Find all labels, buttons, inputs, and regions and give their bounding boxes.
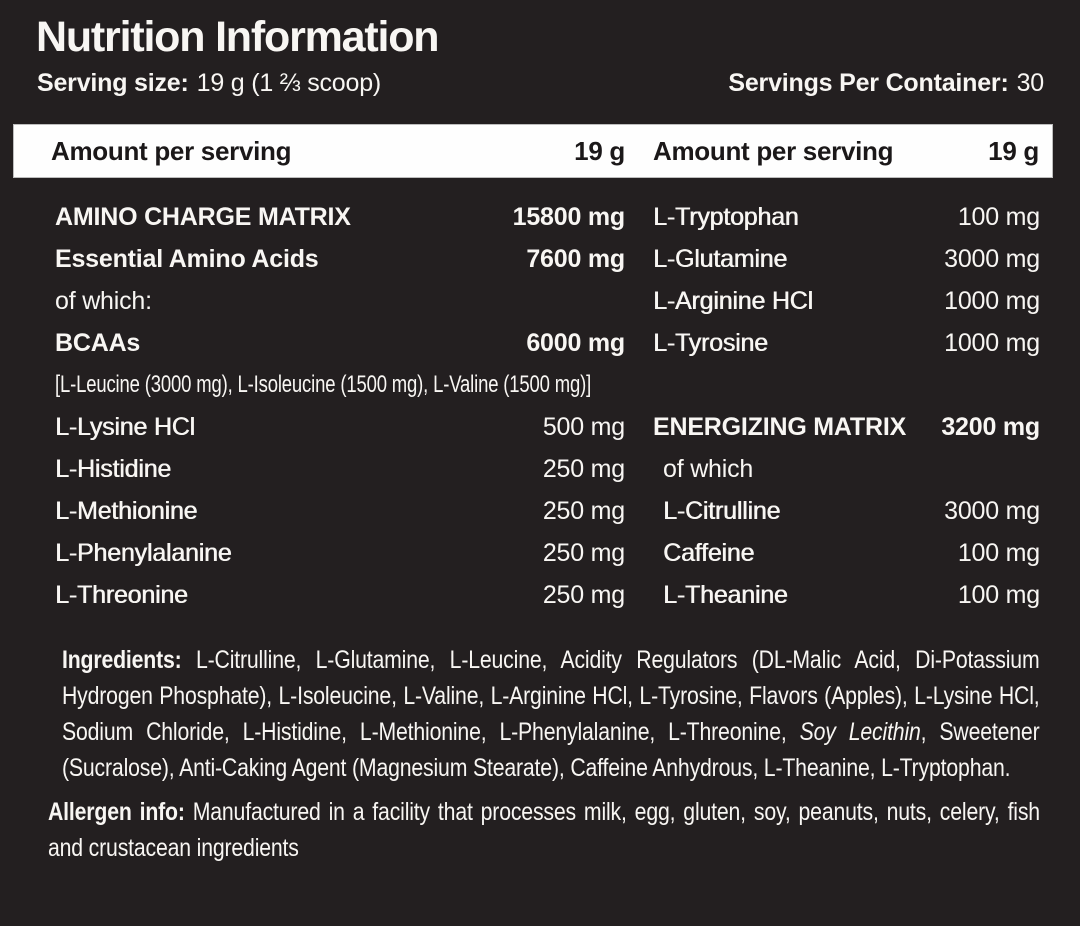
- table-row: BCAAs 6000 mg: [55, 322, 637, 364]
- nutrient-name: L-Citrulline: [663, 496, 781, 525]
- ingredients-section: Ingredients: L-Citrulline, L-Glutamine, …: [62, 642, 1040, 786]
- nutrient-column-left: AMINO CHARGE MATRIX 15800 mg Essential Ami…: [55, 196, 637, 616]
- nutrient-name: Essential Amino Acids: [55, 244, 319, 273]
- servings-per-container-label: Servings Per Container:: [728, 69, 1009, 98]
- nutrient-name: [L-Leucine (3000 mg), L-Isoleucine (1500…: [55, 371, 592, 399]
- nutrient-value: 250 mg: [542, 496, 625, 525]
- table-row: L-Threonine 250 mg: [55, 574, 637, 616]
- nutrient-value: 100 mg: [957, 538, 1040, 567]
- nutrient-value: 15800 mg: [512, 202, 626, 231]
- page-title: Nutrition Information: [36, 13, 440, 61]
- table-row: ENERGIZING MATRIX 3200 mg: [653, 406, 1040, 448]
- ingredients-body-end: , Sweetener (Sucralose), Anti-Caking Age…: [62, 718, 1040, 783]
- allergen-label: Allergen info:: [48, 798, 185, 827]
- nutrient-value: 3000 mg: [944, 496, 1040, 525]
- table-row: [L-Leucine (3000 mg), L-Isoleucine (1500…: [55, 364, 637, 406]
- nutrient-value: 250 mg: [542, 454, 625, 483]
- nutrient-name: L-Tryptophan: [653, 202, 799, 231]
- nutrient-name: L-Glutamine: [653, 244, 787, 273]
- servings-per-container: Servings Per Container: 30: [728, 69, 1044, 98]
- allergen-body: Manufactured in a facility that processe…: [48, 798, 1040, 863]
- table-row: L-Tryptophan 100 mg: [653, 196, 1040, 238]
- nutrient-name: of which:: [55, 286, 152, 315]
- nutrient-name: L-Histidine: [55, 454, 171, 483]
- table-row: L-Citrulline 3000 mg: [653, 490, 1040, 532]
- allergen-text: Allergen info: Manufactured in a facilit…: [48, 794, 1040, 866]
- nutrient-value: 500 mg: [542, 412, 625, 441]
- table-row: L-Histidine 250 mg: [55, 448, 637, 490]
- table-row: L-Methionine 250 mg: [55, 490, 637, 532]
- nutrient-value: 6000 mg: [526, 328, 625, 357]
- ingredients-label: Ingredients:: [62, 646, 182, 675]
- nutrient-name: L-Phenylalanine: [55, 538, 232, 567]
- table-row: L-Arginine HCl 1000 mg: [653, 280, 1040, 322]
- amount-header-right: Amount per serving 19 g: [633, 136, 1052, 167]
- nutrient-name: L-Methionine: [55, 496, 198, 525]
- nutrient-table: AMINO CHARGE MATRIX 15800 mg Essential Ami…: [0, 196, 1080, 616]
- table-row: L-Phenylalanine 250 mg: [55, 532, 637, 574]
- table-row: L-Tyrosine 1000 mg: [653, 322, 1040, 364]
- nutrient-value: 3000 mg: [944, 244, 1040, 273]
- table-row: L-Theanine 100 mg: [653, 574, 1040, 616]
- table-row: Caffeine 100 mg: [653, 532, 1040, 574]
- nutrient-value: 3200 mg: [941, 412, 1040, 441]
- amount-header-left: Amount per serving 19 g: [14, 136, 633, 167]
- nutrient-name: L-Theanine: [663, 580, 788, 609]
- ingredients-text: Ingredients: L-Citrulline, L-Glutamine, …: [62, 642, 1040, 786]
- table-row: of which:: [55, 280, 637, 322]
- ingredients-body: L-Citrulline, L-Glutamine, L-Leucine, Ac…: [62, 646, 1040, 747]
- nutrient-value: 1000 mg: [944, 328, 1040, 357]
- nutrient-name: of which: [663, 454, 754, 483]
- serving-size-label: Serving size:: [37, 69, 189, 98]
- nutrient-name: L-Lysine HCl: [55, 412, 195, 441]
- nutrient-name: AMINO CHARGE MATRIX: [55, 202, 351, 231]
- ingredients-italic: Soy Lecithin: [799, 718, 921, 747]
- allergen-section: Allergen info: Manufactured in a facilit…: [48, 794, 1040, 866]
- nutrient-name: L-Arginine HCl: [653, 286, 813, 315]
- nutrient-name: BCAAs: [55, 328, 141, 357]
- serving-size-value: 19 g (1 ⅔ scoop): [196, 69, 382, 98]
- nutrient-value: 100 mg: [957, 202, 1040, 231]
- table-row: L-Glutamine 3000 mg: [653, 238, 1040, 280]
- table-row: Essential Amino Acids 7600 mg: [55, 238, 637, 280]
- nutrient-name: ENERGIZING MATRIX: [653, 412, 907, 441]
- nutrient-name: L-Threonine: [55, 580, 188, 609]
- nutrient-name: L-Tyrosine: [653, 328, 768, 357]
- nutrient-name: Caffeine: [663, 538, 755, 567]
- amount-per-serving-label: Amount per serving: [653, 135, 894, 166]
- table-row: AMINO CHARGE MATRIX 15800 mg: [55, 196, 637, 238]
- table-row: L-Lysine HCl 500 mg: [55, 406, 637, 448]
- serving-row: Serving size: 19 g (1 ⅔ scoop) Servings P…: [37, 69, 1044, 98]
- amount-per-serving-label: Amount per serving: [51, 135, 292, 166]
- servings-per-container-value: 30: [1016, 69, 1045, 98]
- amount-per-serving-value: 19 g: [988, 135, 1039, 166]
- nutrient-value: 7600 mg: [526, 244, 625, 273]
- table-row: of which: [653, 448, 1040, 490]
- serving-size: Serving size: 19 g (1 ⅔ scoop): [37, 69, 381, 98]
- amount-header-bar: Amount per serving 19 g Amount per servi…: [13, 124, 1053, 179]
- nutrient-value: 250 mg: [542, 538, 625, 567]
- nutrient-column-right: L-Tryptophan 100 mg L-Glutamine 3000 mg L-Ar…: [653, 196, 1040, 616]
- nutrient-value: 1000 mg: [944, 286, 1040, 315]
- nutrition-label: Nutrition Information Serving size: 19 g …: [0, 13, 1080, 866]
- nutrient-value: 100 mg: [957, 580, 1040, 609]
- amount-per-serving-value: 19 g: [574, 135, 625, 166]
- nutrient-value: 250 mg: [542, 580, 625, 609]
